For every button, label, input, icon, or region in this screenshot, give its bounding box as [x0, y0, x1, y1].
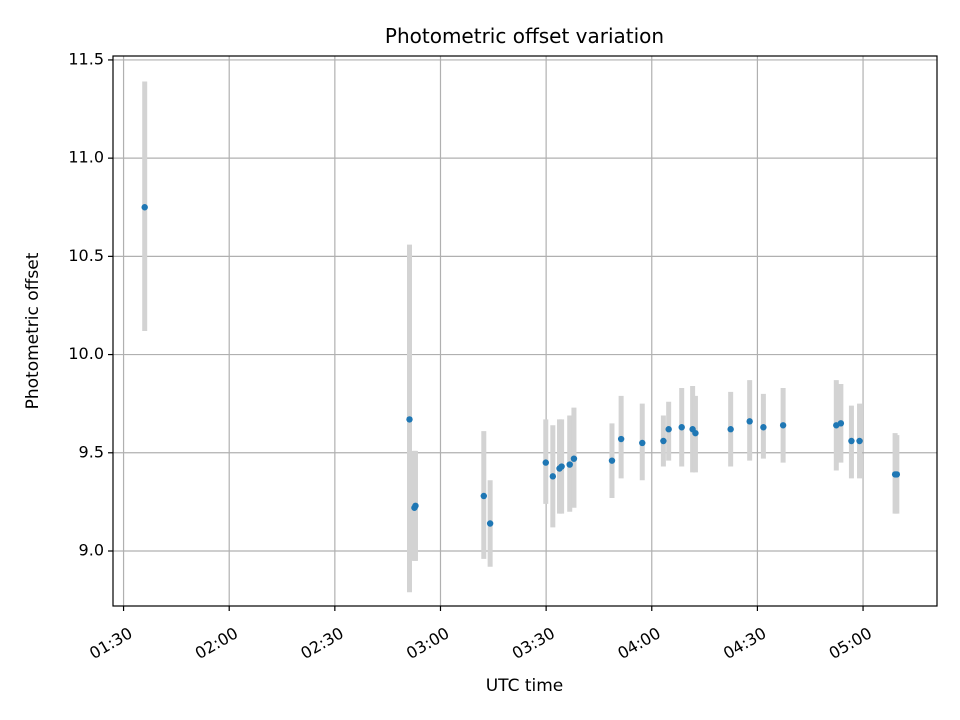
- data-point: [660, 437, 667, 445]
- y-tick-label: 9.5: [79, 442, 104, 461]
- data-point: [412, 502, 419, 510]
- y-tick-label: 11.5: [68, 49, 104, 68]
- y-axis-label: Photometric offset: [23, 252, 43, 409]
- data-point: [570, 455, 578, 462]
- data-point: [760, 424, 767, 431]
- data-point: [486, 520, 494, 527]
- data-point: [549, 473, 557, 480]
- data-point: [848, 437, 855, 445]
- data-points: [141, 204, 901, 527]
- y-tick-label: 11.0: [68, 148, 104, 167]
- y-tick-label: 10.5: [68, 246, 104, 265]
- x-axis-label: UTC time: [486, 676, 564, 696]
- data-point: [779, 422, 787, 429]
- data-point: [617, 435, 625, 443]
- grid: [113, 56, 937, 606]
- data-point: [639, 439, 646, 447]
- data-point: [692, 429, 699, 437]
- chart-title: Photometric offset variation: [385, 24, 664, 48]
- data-point: [678, 424, 685, 431]
- data-point: [608, 457, 616, 464]
- data-point: [893, 471, 901, 478]
- data-point: [837, 420, 845, 427]
- data-point: [856, 437, 863, 445]
- y-tick-label: 10.0: [68, 344, 104, 363]
- data-point: [141, 204, 148, 211]
- data-point: [542, 459, 549, 466]
- data-point: [746, 418, 753, 425]
- data-point: [558, 463, 565, 470]
- data-point: [406, 416, 413, 423]
- data-point: [727, 426, 734, 433]
- plot-frame: [112, 55, 938, 607]
- y-axis-ticks: 9.0 9.5 10.0 10.5 11.0 11.5: [68, 49, 113, 560]
- y-tick-label: 9.0: [79, 541, 104, 560]
- data-point: [665, 426, 672, 433]
- data-point: [566, 461, 573, 468]
- data-point: [480, 492, 487, 500]
